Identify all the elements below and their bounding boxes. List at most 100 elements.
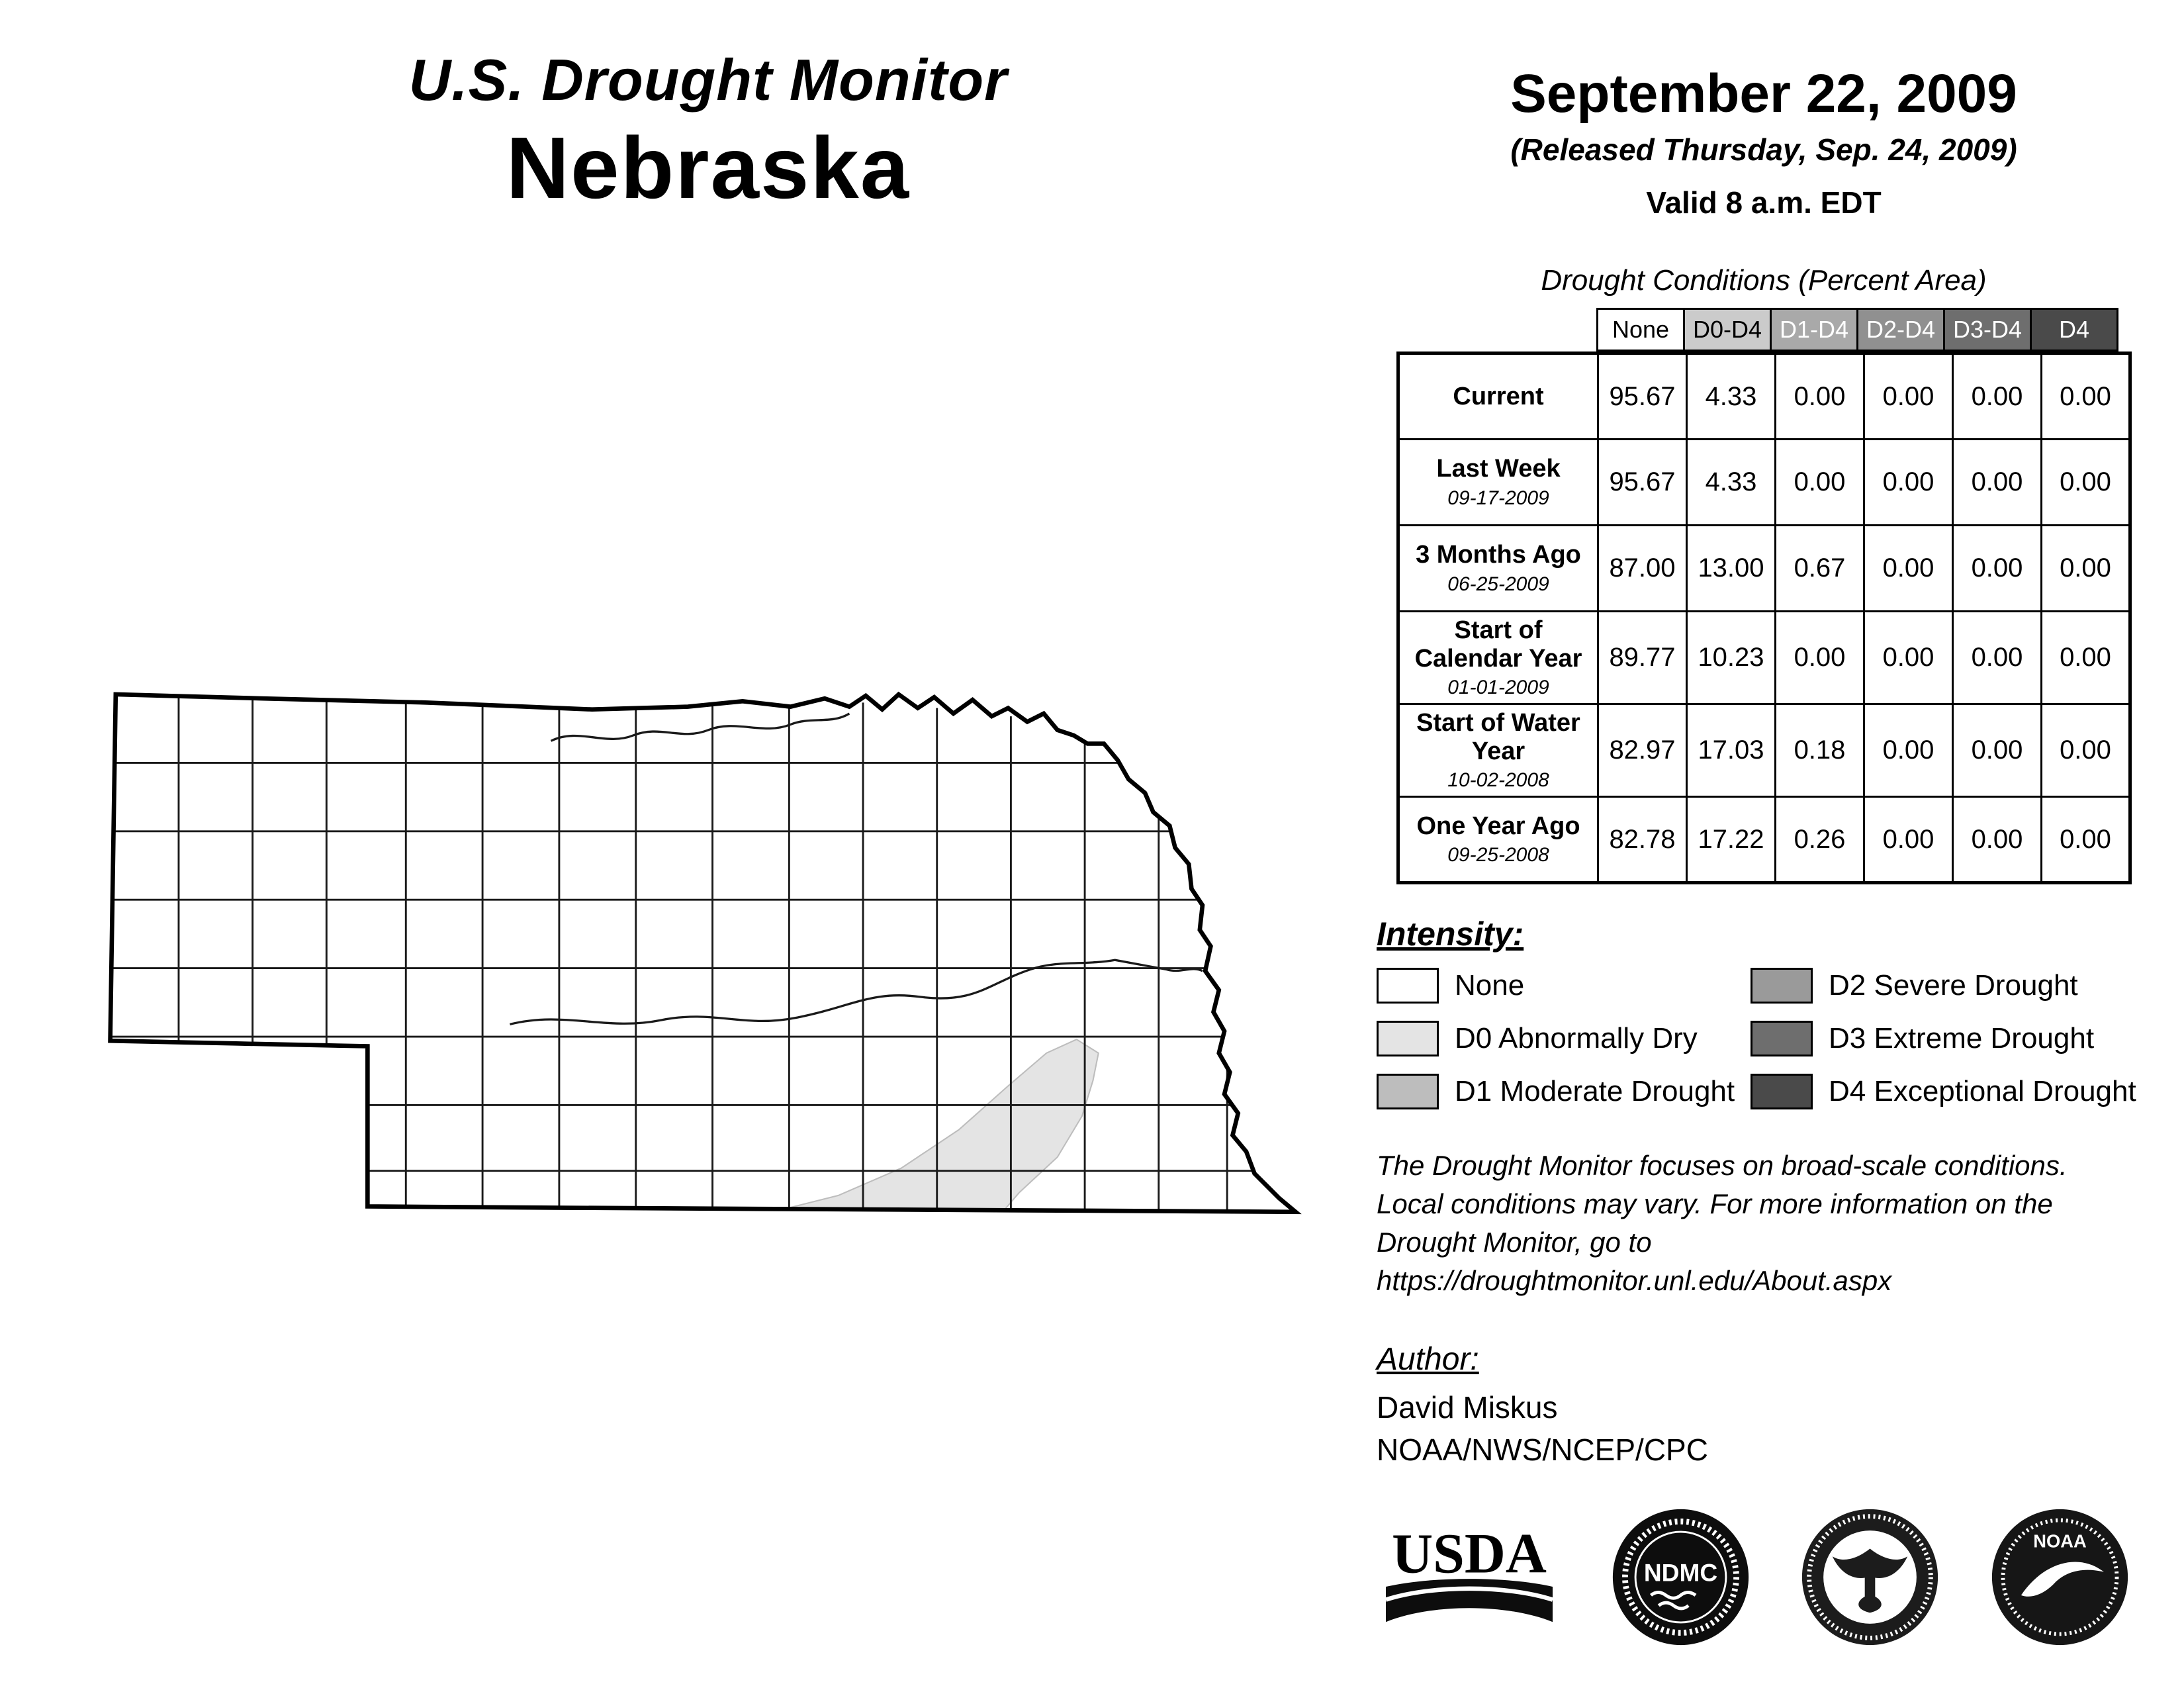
cell-value: 4.33 — [1686, 352, 1776, 440]
cell-value: 95.67 — [1597, 352, 1688, 440]
d0-swatch — [1377, 1021, 1439, 1057]
state-outline — [108, 691, 1302, 1215]
row-label: 3 Months Ago — [1416, 541, 1581, 569]
map-date: September 22, 2009 — [1510, 64, 2017, 124]
valid-time: Valid 8 a.m. EDT — [1646, 185, 1882, 220]
legend-item-d1: D1 Moderate Drought — [1377, 1074, 1751, 1110]
legend-label: D1 Moderate Drought — [1455, 1075, 1735, 1108]
row-sub-date: 09-25-2008 — [1447, 844, 1549, 867]
cell-value: 0.00 — [1952, 703, 2042, 798]
ndmc-logo: NDMC — [1612, 1509, 1749, 1646]
website-url: droughtmonitor.unl.edu — [1377, 1684, 2151, 1688]
table-row: Current 95.67 4.33 0.00 0.00 0.00 0.00 — [1397, 352, 2131, 440]
cell-value: 0.00 — [2040, 438, 2131, 526]
legend-label: D0 Abnormally Dry — [1455, 1022, 1698, 1055]
cell-value: 0.00 — [2040, 703, 2131, 798]
table-row: Start of Calendar Year 01-01-2009 89.77 … — [1397, 610, 2131, 706]
cell-value: 0.00 — [1774, 352, 1865, 440]
nebraska-map-svg — [108, 691, 1302, 1215]
table-row: One Year Ago 09-25-2008 82.78 17.22 0.26… — [1397, 796, 2131, 884]
platte-river-line — [510, 959, 1203, 1026]
cell-value: 17.03 — [1686, 703, 1776, 798]
right-panel: September 22, 2009 (Released Thursday, S… — [1377, 63, 2151, 1688]
row-header-cell: Last Week 09-17-2009 — [1397, 438, 1599, 526]
state-name: Nebraska — [506, 119, 911, 216]
d2-swatch — [1751, 968, 1813, 1004]
cell-value: 0.00 — [1952, 438, 2042, 526]
cell-value: 0.67 — [1774, 524, 1865, 612]
cell-value: 13.00 — [1686, 524, 1776, 612]
legend-item-d2: D2 Severe Drought — [1751, 968, 2151, 1004]
agency-logos: USDA NDMC NOAA — [1377, 1506, 2131, 1648]
author-name: David Miskus — [1377, 1390, 1558, 1425]
d4-swatch — [1751, 1074, 1813, 1110]
cell-value: 0.00 — [1863, 438, 1954, 526]
cell-value: 0.00 — [1863, 703, 1954, 798]
cell-value: 82.78 — [1597, 796, 1688, 884]
noaa-logo: NOAA — [1991, 1509, 2128, 1646]
intensity-legend: None D0 Abnormally Dry D1 Moderate Droug… — [1377, 968, 2151, 1110]
row-header-cell: Start of Water Year 10-02-2008 — [1397, 703, 1599, 798]
legend-label: D4 Exceptional Drought — [1829, 1075, 2136, 1108]
author-block: Author: David Miskus NOAA/NWS/NCEP/CPC — [1377, 1341, 2151, 1468]
report-title-block: U.S. Drought Monitor Nebraska — [79, 46, 1337, 218]
cell-value: 0.00 — [2040, 352, 2131, 440]
county-boundaries — [110, 694, 1296, 1212]
cell-value: 0.00 — [1774, 438, 1865, 526]
author-heading: Author: — [1377, 1342, 1479, 1377]
col-header-d0d4: D0-D4 — [1683, 308, 1772, 352]
cell-value: 17.22 — [1686, 796, 1776, 884]
cell-value: 0.00 — [1952, 610, 2042, 706]
state-fill — [110, 694, 1296, 1212]
none-swatch — [1377, 968, 1439, 1004]
cell-value: 95.67 — [1597, 438, 1688, 526]
drought-conditions-table: Current 95.67 4.33 0.00 0.00 0.00 0.00 L… — [1396, 352, 2132, 885]
disclaimer-text: The Drought Monitor focuses on broad-sca… — [1377, 1147, 2151, 1300]
cell-value: 82.97 — [1597, 703, 1688, 798]
row-header-cell: 3 Months Ago 06-25-2009 — [1397, 524, 1599, 612]
legend-label: D2 Severe Drought — [1829, 969, 2078, 1002]
legend-item-d3: D3 Extreme Drought — [1751, 1021, 2151, 1057]
legend-label: D3 Extreme Drought — [1829, 1022, 2095, 1055]
col-header-none: None — [1596, 308, 1685, 352]
table-title: Drought Conditions (Percent Area) — [1541, 264, 1987, 297]
cell-value: 0.00 — [1863, 796, 1954, 884]
cell-value: 87.00 — [1597, 524, 1688, 612]
legend-item-none: None — [1377, 968, 1751, 1004]
cell-value: 0.00 — [1863, 610, 1954, 706]
legend-label: None — [1455, 969, 1525, 1002]
cell-value: 89.77 — [1597, 610, 1688, 706]
row-label: Last Week — [1436, 455, 1561, 483]
table-row: Last Week 09-17-2009 95.67 4.33 0.00 0.0… — [1397, 438, 2131, 526]
row-label: Current — [1453, 382, 1544, 410]
cell-value: 0.00 — [1952, 524, 2042, 612]
disclaimer-line: Drought Monitor, go to https://droughtmo… — [1377, 1227, 1892, 1297]
row-header-cell: One Year Ago 09-25-2008 — [1397, 796, 1599, 884]
table-row: Start of Water Year 10-02-2008 82.97 17.… — [1397, 703, 2131, 798]
col-header-d2d4: D2-D4 — [1856, 308, 1945, 352]
disclaimer-line: Local conditions may vary. For more info… — [1377, 1188, 2053, 1220]
row-sub-date: 09-17-2009 — [1447, 487, 1549, 509]
cell-value: 0.00 — [1774, 610, 1865, 706]
cell-value: 0.00 — [1952, 796, 2042, 884]
svg-text:NDMC: NDMC — [1643, 1558, 1717, 1586]
row-sub-date: 01-01-2009 — [1447, 677, 1549, 699]
row-sub-date: 10-02-2008 — [1447, 769, 1549, 792]
d3-swatch — [1751, 1021, 1813, 1057]
commerce-seal-logo — [1802, 1509, 1938, 1646]
col-header-d4: D4 — [2030, 308, 2118, 352]
row-sub-date: 06-25-2009 — [1447, 573, 1549, 595]
cell-value: 0.00 — [1863, 524, 1954, 612]
usda-logo: USDA — [1385, 1521, 1553, 1622]
cell-value: 10.23 — [1686, 610, 1776, 706]
table-header-row: None D0-D4 D1-D4 D2-D4 D3-D4 D4 — [1596, 308, 2151, 352]
author-org: NOAA/NWS/NCEP/CPC — [1377, 1432, 1708, 1467]
row-label: Start of Calendar Year — [1414, 616, 1582, 673]
nebraska-drought-map — [99, 675, 1304, 1237]
cell-value: 0.26 — [1774, 796, 1865, 884]
svg-text:NOAA: NOAA — [2033, 1531, 2087, 1552]
cell-value: 0.00 — [1952, 352, 2042, 440]
row-label: Start of Water Year — [1416, 709, 1580, 765]
disclaimer-line: The Drought Monitor focuses on broad-sca… — [1377, 1150, 2068, 1182]
